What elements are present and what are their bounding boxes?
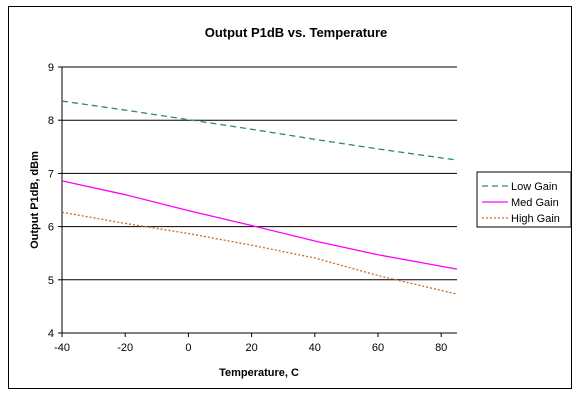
series-line-high-gain bbox=[61, 211, 458, 295]
plot-area bbox=[62, 67, 457, 333]
gridlines bbox=[62, 66, 457, 281]
y-axis-title: Output P1dB, dBm bbox=[29, 151, 41, 249]
x-tick-label: 60 bbox=[372, 342, 384, 354]
y-tick-labels: 4 5 6 7 8 9 bbox=[48, 62, 62, 340]
x-tick-label: 20 bbox=[245, 342, 257, 354]
y-tick-label: 5 bbox=[48, 275, 54, 287]
y-tick-label: 8 bbox=[48, 115, 54, 127]
legend-label-low-gain: Low Gain bbox=[511, 181, 557, 193]
x-axis-title: Temperature, C bbox=[219, 367, 299, 379]
legend-label-high-gain: High Gain bbox=[511, 213, 560, 225]
x-tick-label: -20 bbox=[117, 342, 133, 354]
y-tick-label: 4 bbox=[48, 328, 54, 340]
x-tick-labels: -40 -20 0 20 40 60 80 bbox=[54, 333, 447, 354]
y-tick-label: 6 bbox=[48, 222, 54, 234]
y-tick-label: 9 bbox=[48, 62, 54, 74]
x-tick-label: -40 bbox=[54, 342, 70, 354]
legend-box bbox=[476, 171, 572, 228]
legend: Low Gain Med Gain High Gain bbox=[482, 181, 560, 225]
legend-label-med-gain: Med Gain bbox=[511, 197, 559, 209]
x-tick-label: 80 bbox=[435, 342, 447, 354]
y-tick-label: 7 bbox=[48, 168, 54, 180]
series-line-med-gain bbox=[61, 180, 458, 270]
x-tick-label: 40 bbox=[309, 342, 321, 354]
series-lines bbox=[61, 100, 458, 295]
chart-title: Output P1dB vs. Temperature bbox=[205, 25, 388, 40]
x-tick-label: 0 bbox=[185, 342, 191, 354]
series-line-low-gain bbox=[61, 100, 458, 161]
